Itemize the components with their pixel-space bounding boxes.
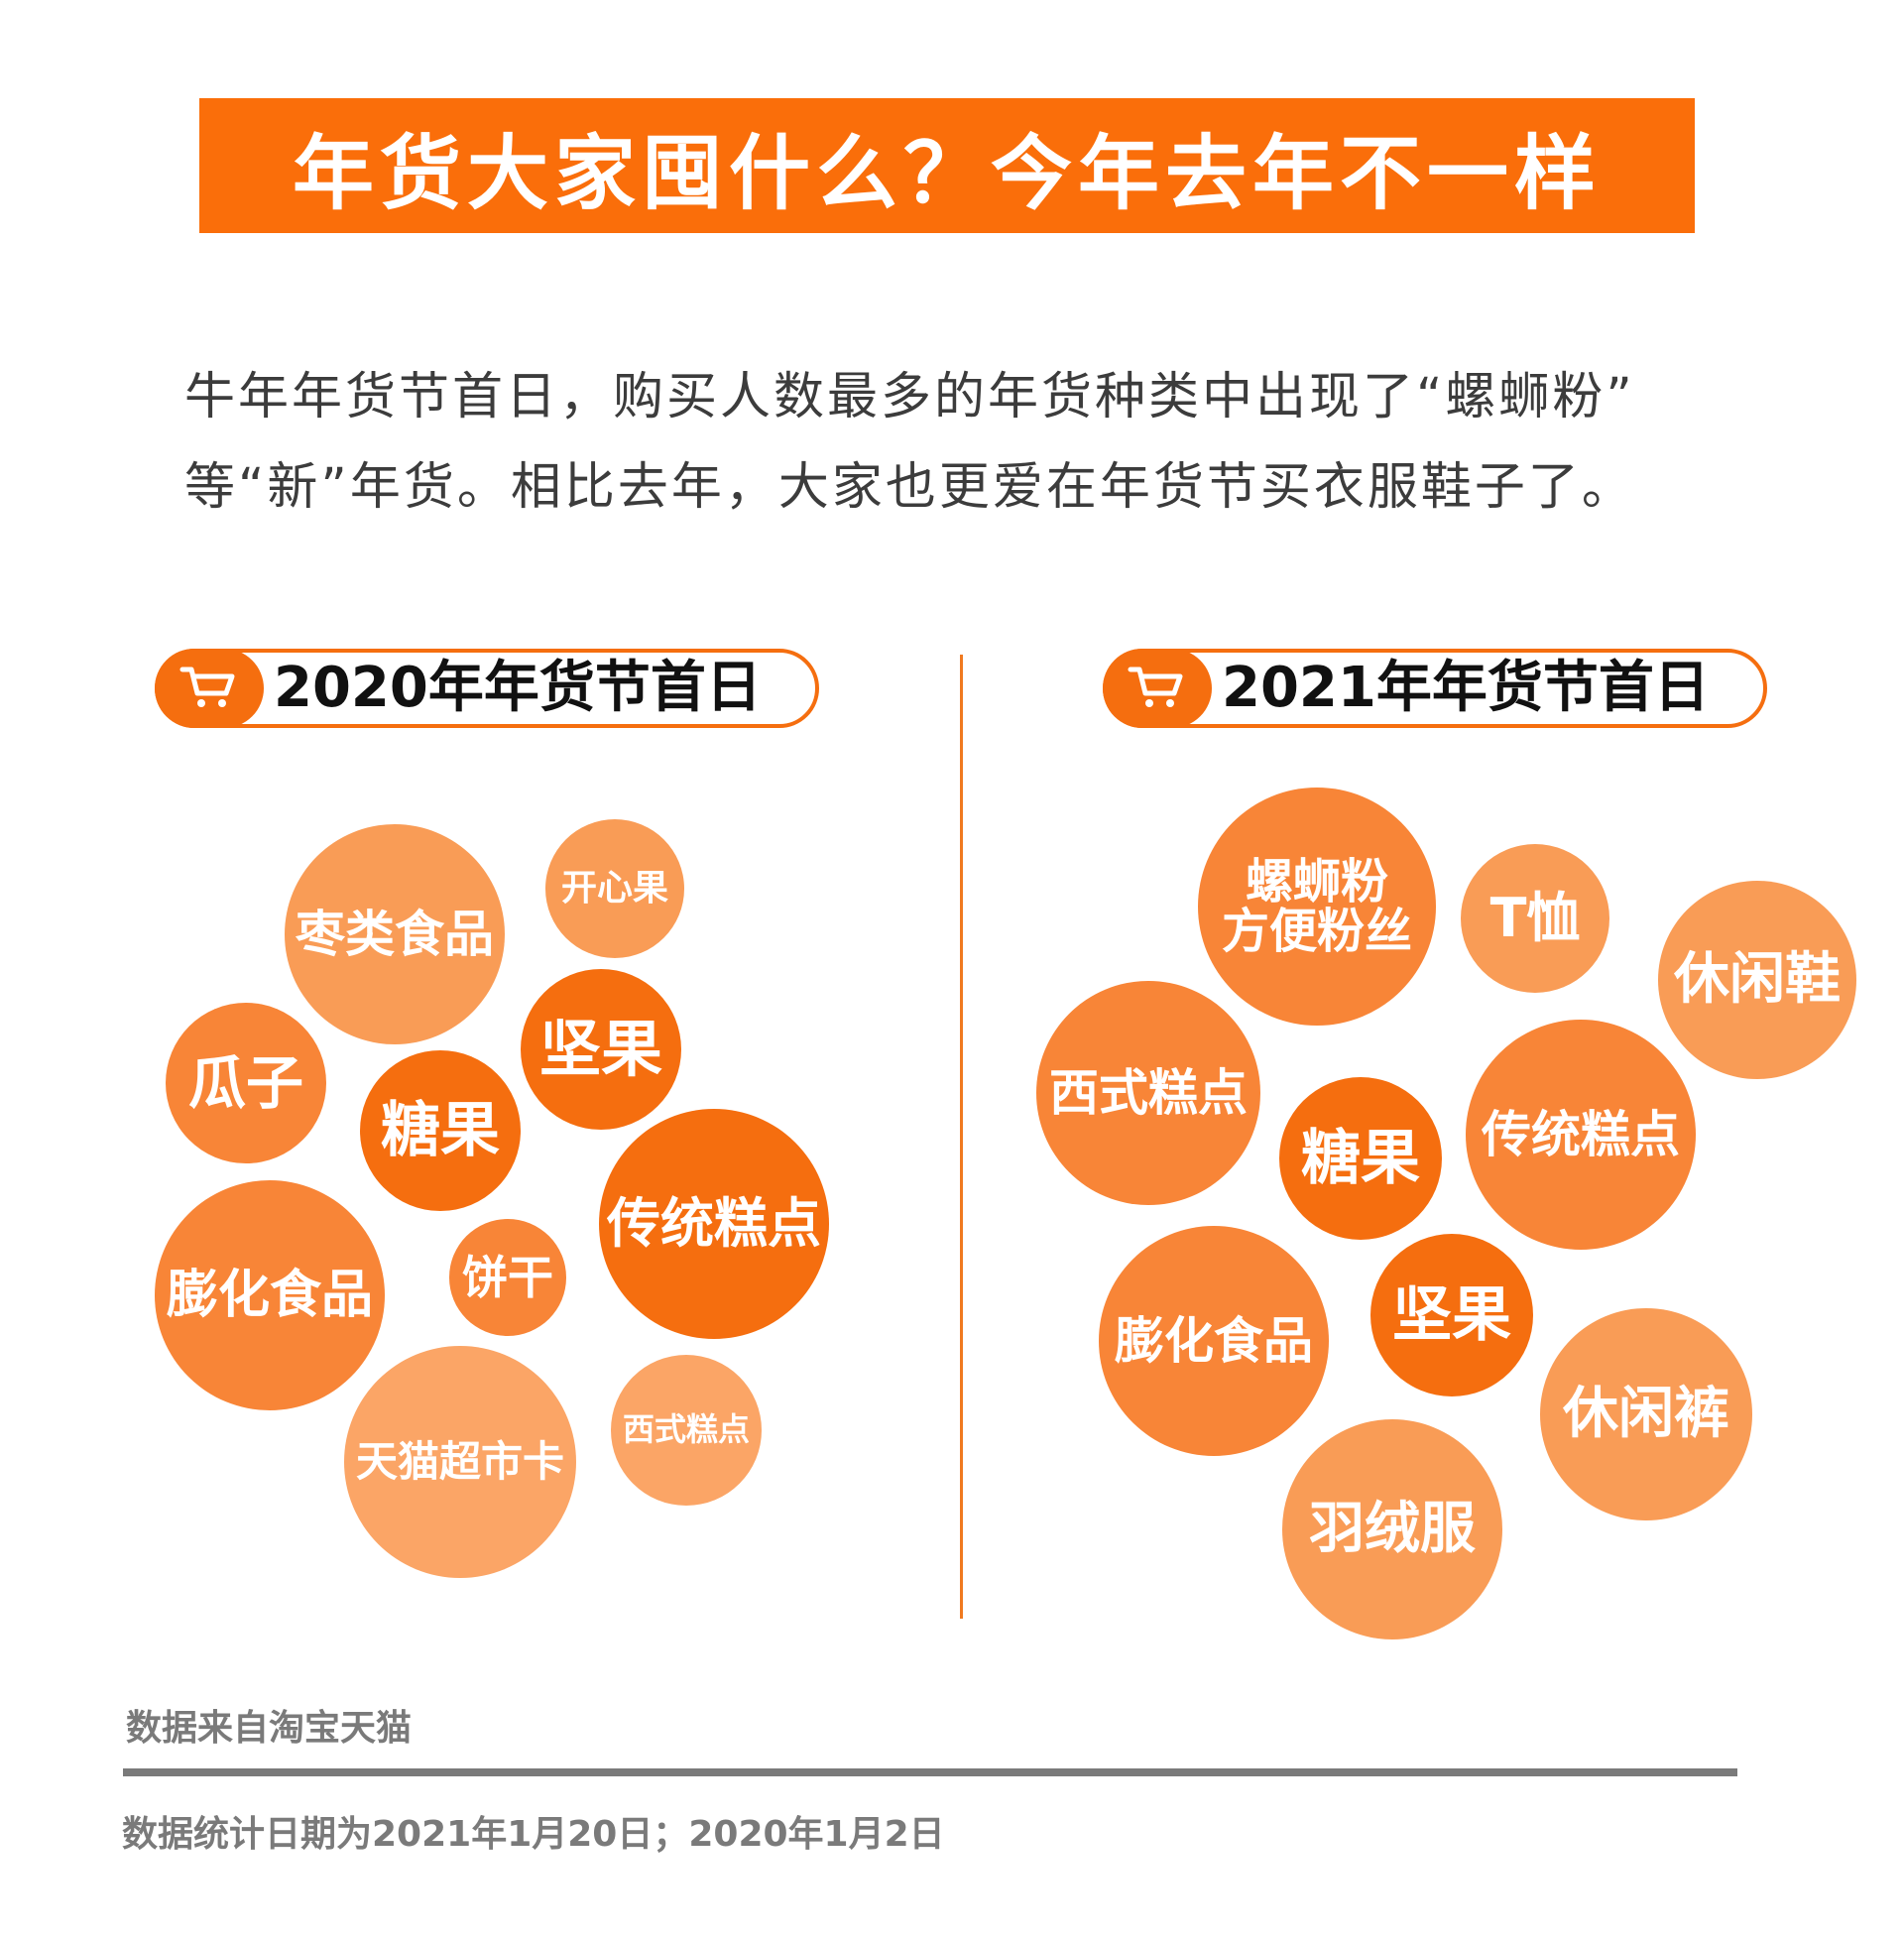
bubble-2020-5: 传统糕点: [599, 1109, 829, 1339]
header-2020-label: 2020年年货节首日: [274, 656, 762, 720]
bubble-2020-1: 开心果: [545, 819, 684, 958]
intro-line-1: 牛年年货节首日，购买人数最多的年货种类中出现了“螺蛳粉”: [184, 368, 1635, 426]
footer-divider: [123, 1768, 1737, 1776]
page-title: 年货大家囤什么？今年去年不一样: [292, 126, 1602, 221]
bubble-2021-1: T恤: [1461, 844, 1609, 993]
bubble-2021-5: 传统糕点: [1466, 1020, 1696, 1250]
date-note: 数据统计日期为2021年1月20日；2020年1月2日: [122, 1814, 945, 1855]
header-2021-label: 2021年年货节首日: [1222, 656, 1710, 720]
bubble-2020-0: 枣类食品: [285, 824, 505, 1044]
source-note: 数据来自淘宝天猫: [126, 1708, 413, 1749]
bubble-2020-7: 饼干: [449, 1219, 566, 1336]
bubble-2021-6: 膨化食品: [1099, 1226, 1329, 1456]
bubble-2021-9: 羽绒服: [1282, 1419, 1502, 1639]
bubble-2021-2: 休闲鞋: [1658, 881, 1856, 1079]
bubble-2020-2: 瓜子: [166, 1003, 326, 1163]
bubble-2020-8: 天猫超市卡: [344, 1346, 576, 1578]
bubble-2021-0: 螺蛳粉 方便粉丝: [1198, 788, 1436, 1026]
bubble-2020-9: 西式糕点: [611, 1355, 762, 1506]
bubble-2021-8: 休闲裤: [1540, 1308, 1752, 1520]
cart-icon-badge-2020: [155, 649, 264, 728]
intro-line-2: 等“新”年货。相比去年，大家也更爱在年货节买衣服鞋子了。: [184, 458, 1635, 517]
cart-icon-badge-2021: [1103, 649, 1212, 728]
bubble-2020-3: 坚果: [521, 969, 681, 1130]
cart-icon: [1128, 667, 1183, 707]
header-2021: 2021年年货节首日: [1103, 649, 1767, 728]
intro-text: 牛年年货节首日，购买人数最多的年货种类中出现了“螺蛳粉” 等“新”年货。相比去年…: [184, 352, 1751, 533]
bubble-2021-4: 糖果: [1279, 1077, 1442, 1240]
bubble-2020-6: 膨化食品: [155, 1180, 385, 1410]
bubble-2020-4: 糖果: [360, 1050, 521, 1211]
center-divider: [960, 655, 963, 1619]
bubble-2021-7: 坚果: [1370, 1234, 1533, 1396]
cart-icon: [179, 667, 235, 707]
title-banner: 年货大家囤什么？今年去年不一样: [199, 98, 1695, 233]
bubble-2021-3: 西式糕点: [1036, 981, 1260, 1205]
header-2020: 2020年年货节首日: [155, 649, 819, 728]
